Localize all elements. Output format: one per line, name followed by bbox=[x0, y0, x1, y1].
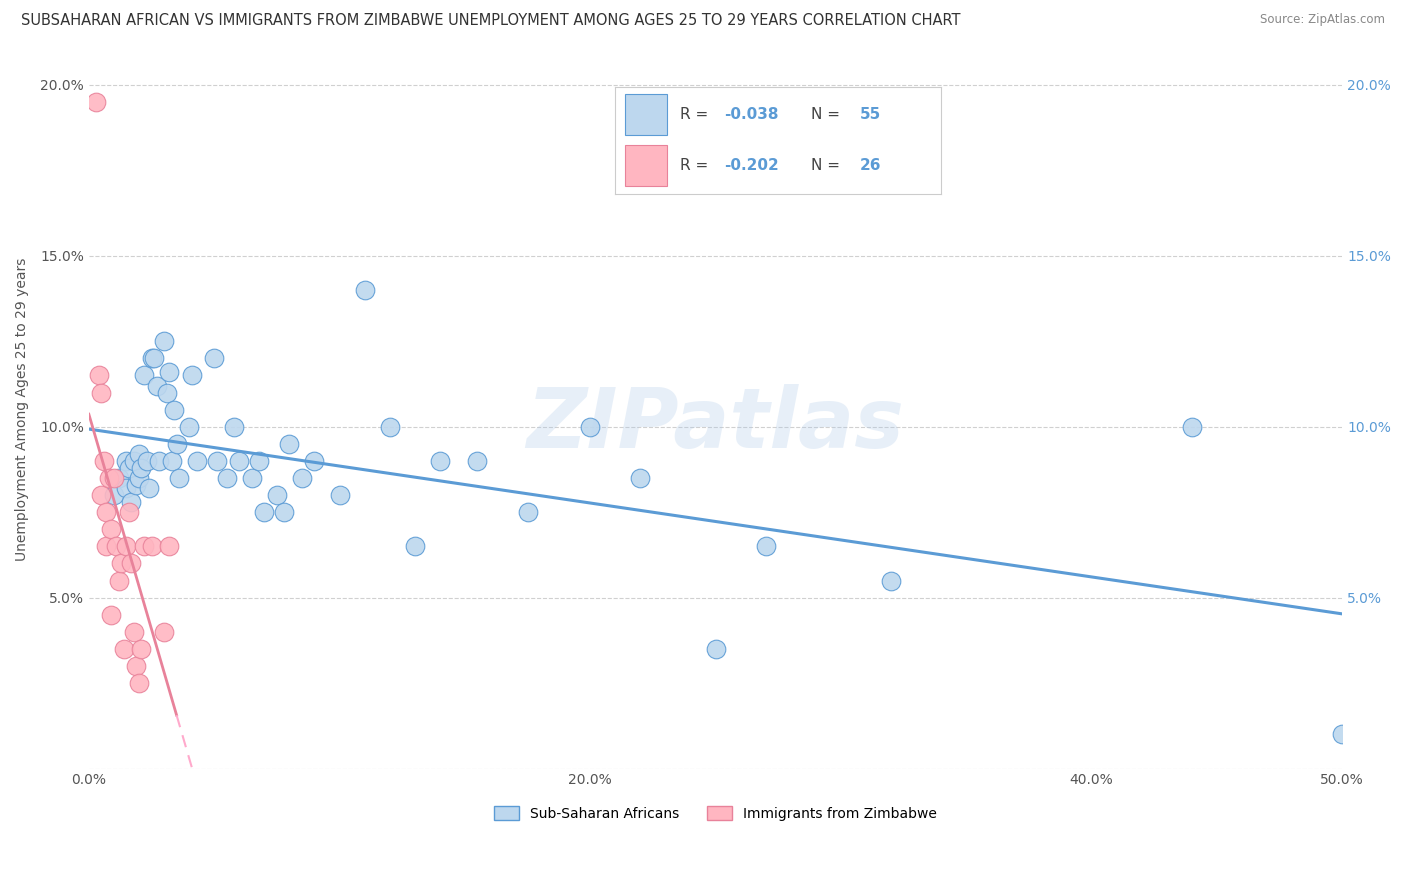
Point bbox=[143, 351, 166, 366]
Point bbox=[141, 351, 163, 366]
Point bbox=[273, 505, 295, 519]
Point bbox=[166, 437, 188, 451]
Point bbox=[180, 368, 202, 383]
Point bbox=[179, 419, 201, 434]
Point bbox=[755, 540, 778, 554]
Point bbox=[157, 540, 180, 554]
Point bbox=[155, 385, 177, 400]
Point bbox=[105, 540, 128, 554]
Point bbox=[628, 471, 651, 485]
Point bbox=[1181, 419, 1204, 434]
Point bbox=[157, 365, 180, 379]
Point bbox=[87, 368, 110, 383]
Point bbox=[153, 624, 176, 639]
Point bbox=[96, 540, 118, 554]
Point bbox=[378, 419, 401, 434]
Point bbox=[153, 334, 176, 349]
Point bbox=[704, 642, 727, 657]
Point bbox=[160, 454, 183, 468]
Point bbox=[253, 505, 276, 519]
Point bbox=[328, 488, 350, 502]
Point bbox=[128, 447, 150, 461]
Point bbox=[304, 454, 326, 468]
Point bbox=[131, 460, 153, 475]
Point bbox=[122, 454, 145, 468]
Point bbox=[353, 283, 375, 297]
Point bbox=[516, 505, 538, 519]
Text: Source: ZipAtlas.com: Source: ZipAtlas.com bbox=[1260, 13, 1385, 27]
Point bbox=[404, 540, 426, 554]
Point bbox=[148, 454, 170, 468]
Point bbox=[579, 419, 602, 434]
Point bbox=[125, 478, 148, 492]
Point bbox=[145, 378, 167, 392]
Point bbox=[291, 471, 314, 485]
Point bbox=[118, 460, 141, 475]
Point bbox=[121, 495, 143, 509]
Point bbox=[880, 574, 903, 588]
Point bbox=[278, 437, 301, 451]
Point bbox=[132, 540, 155, 554]
Point bbox=[115, 481, 138, 495]
Point bbox=[131, 642, 153, 657]
Point bbox=[118, 505, 141, 519]
Y-axis label: Unemployment Among Ages 25 to 29 years: Unemployment Among Ages 25 to 29 years bbox=[15, 258, 30, 561]
Point bbox=[97, 471, 120, 485]
Point bbox=[224, 419, 246, 434]
Point bbox=[1331, 727, 1354, 741]
Point bbox=[240, 471, 263, 485]
Point bbox=[128, 676, 150, 690]
Point bbox=[110, 557, 132, 571]
Point bbox=[467, 454, 489, 468]
Point bbox=[90, 488, 112, 502]
Point bbox=[135, 454, 157, 468]
Point bbox=[215, 471, 238, 485]
Point bbox=[86, 95, 108, 109]
Point bbox=[128, 471, 150, 485]
Text: SUBSAHARAN AFRICAN VS IMMIGRANTS FROM ZIMBABWE UNEMPLOYMENT AMONG AGES 25 TO 29 : SUBSAHARAN AFRICAN VS IMMIGRANTS FROM ZI… bbox=[21, 13, 960, 29]
Point bbox=[93, 454, 115, 468]
Point bbox=[96, 505, 118, 519]
Point bbox=[186, 454, 208, 468]
Point bbox=[108, 574, 131, 588]
Point bbox=[132, 368, 155, 383]
Point bbox=[121, 557, 143, 571]
Point bbox=[125, 659, 148, 673]
Point bbox=[228, 454, 250, 468]
Point bbox=[138, 481, 160, 495]
Point bbox=[202, 351, 225, 366]
Point bbox=[103, 488, 125, 502]
Point bbox=[247, 454, 270, 468]
Point bbox=[429, 454, 451, 468]
Point bbox=[90, 385, 112, 400]
Point bbox=[100, 607, 122, 622]
Legend: Sub-Saharan Africans, Immigrants from Zimbabwe: Sub-Saharan Africans, Immigrants from Zi… bbox=[488, 800, 942, 826]
Point bbox=[122, 624, 145, 639]
Point bbox=[100, 522, 122, 536]
Point bbox=[103, 471, 125, 485]
Point bbox=[115, 540, 138, 554]
Point bbox=[141, 540, 163, 554]
Text: ZIPatlas: ZIPatlas bbox=[527, 384, 904, 465]
Point bbox=[115, 454, 138, 468]
Point bbox=[112, 642, 135, 657]
Point bbox=[266, 488, 288, 502]
Point bbox=[205, 454, 228, 468]
Point bbox=[163, 402, 186, 417]
Point bbox=[167, 471, 190, 485]
Point bbox=[108, 471, 131, 485]
